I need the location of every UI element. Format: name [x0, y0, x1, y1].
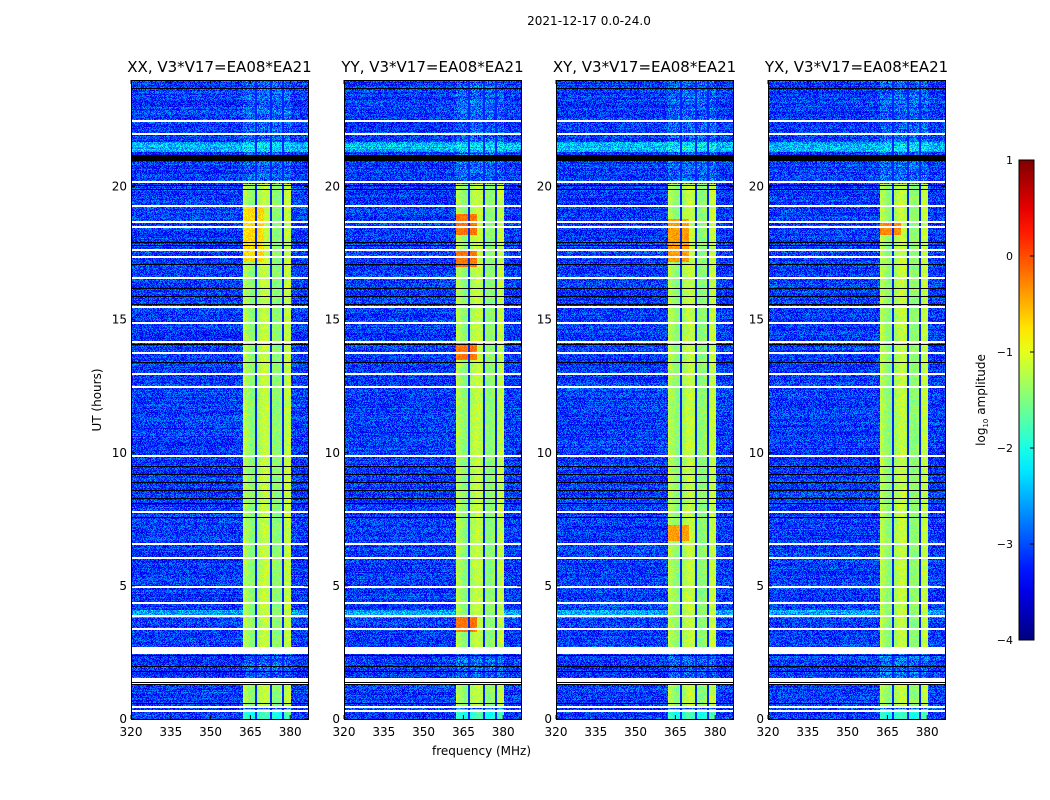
- y-tick-label: 15: [749, 313, 764, 327]
- x-tick-label: 365: [452, 725, 475, 739]
- x-axis-label: frequency (MHz): [432, 744, 532, 758]
- x-tick-label: 320: [120, 725, 143, 739]
- y-axis-label: UT (hours): [90, 368, 104, 432]
- x-tick-label: 320: [545, 725, 568, 739]
- x-tick-label: 365: [239, 725, 262, 739]
- x-tick-label: 335: [159, 725, 182, 739]
- y-tick-label: 10: [112, 446, 127, 460]
- y-tick-label: 0: [756, 712, 764, 726]
- x-tick-label: 335: [372, 725, 395, 739]
- panel-title: XX, V3*V17=EA08*EA21: [127, 58, 312, 76]
- x-tick-label: 350: [412, 725, 435, 739]
- y-tick-label: 10: [537, 446, 552, 460]
- colorbar-label: log10 amplitude: [974, 354, 990, 446]
- x-tick-label: 350: [199, 725, 222, 739]
- x-tick-label: 380: [704, 725, 727, 739]
- colorbar-tick-label: −3: [997, 538, 1013, 551]
- colorbar-tick-label: 0: [1006, 250, 1013, 263]
- colorbar: [1018, 159, 1035, 641]
- x-tick-label: 380: [492, 725, 515, 739]
- x-tick-label: 380: [916, 725, 939, 739]
- colorbar-tick-label: −4: [997, 634, 1013, 647]
- y-tick-label: 5: [544, 579, 552, 593]
- panel-title: YX, V3*V17=EA08*EA21: [764, 58, 949, 76]
- y-tick-label: 15: [325, 313, 340, 327]
- panel-frame: [768, 80, 946, 720]
- x-tick-label: 365: [664, 725, 687, 739]
- y-tick-label: 20: [537, 180, 552, 194]
- y-tick-label: 5: [119, 579, 127, 593]
- y-tick-label: 20: [325, 180, 340, 194]
- y-tick-label: 15: [112, 313, 127, 327]
- x-tick-label: 350: [836, 725, 859, 739]
- heatmap-2: [556, 80, 733, 719]
- y-tick-label: 10: [749, 446, 764, 460]
- heatmap-3: [768, 80, 945, 719]
- x-tick-label: 335: [796, 725, 819, 739]
- colorbar-tick-label: 1: [1006, 154, 1013, 167]
- x-tick-label: 365: [876, 725, 899, 739]
- y-tick-label: 15: [537, 313, 552, 327]
- figure-title: 2021-12-17 0.0-24.0: [527, 14, 651, 28]
- panel-frame: [131, 80, 309, 720]
- heatmap-1: [344, 80, 521, 719]
- colorbar-label-sub: 10: [982, 418, 991, 428]
- colorbar-label-log: log: [973, 427, 988, 446]
- y-tick-label: 10: [325, 446, 340, 460]
- y-tick-label: 5: [756, 579, 764, 593]
- y-tick-label: 0: [332, 712, 340, 726]
- y-tick-label: 20: [112, 180, 127, 194]
- y-tick-label: 20: [749, 180, 764, 194]
- x-tick-label: 320: [333, 725, 356, 739]
- y-tick-label: 0: [544, 712, 552, 726]
- y-tick-label: 5: [332, 579, 340, 593]
- y-tick-label: 0: [119, 712, 127, 726]
- heatmap-0: [131, 80, 308, 719]
- x-tick-label: 335: [584, 725, 607, 739]
- colorbar-label-rest: amplitude: [973, 354, 988, 419]
- panel-title: XY, V3*V17=EA08*EA21: [552, 58, 737, 76]
- panel-title: YY, V3*V17=EA08*EA21: [341, 58, 524, 76]
- panel-frame: [344, 80, 522, 720]
- panel-frame: [556, 80, 734, 720]
- colorbar-tick-label: −2: [997, 442, 1013, 455]
- colorbar-tick-label: −1: [997, 346, 1013, 359]
- x-tick-label: 350: [624, 725, 647, 739]
- x-tick-label: 320: [757, 725, 780, 739]
- x-tick-label: 380: [279, 725, 302, 739]
